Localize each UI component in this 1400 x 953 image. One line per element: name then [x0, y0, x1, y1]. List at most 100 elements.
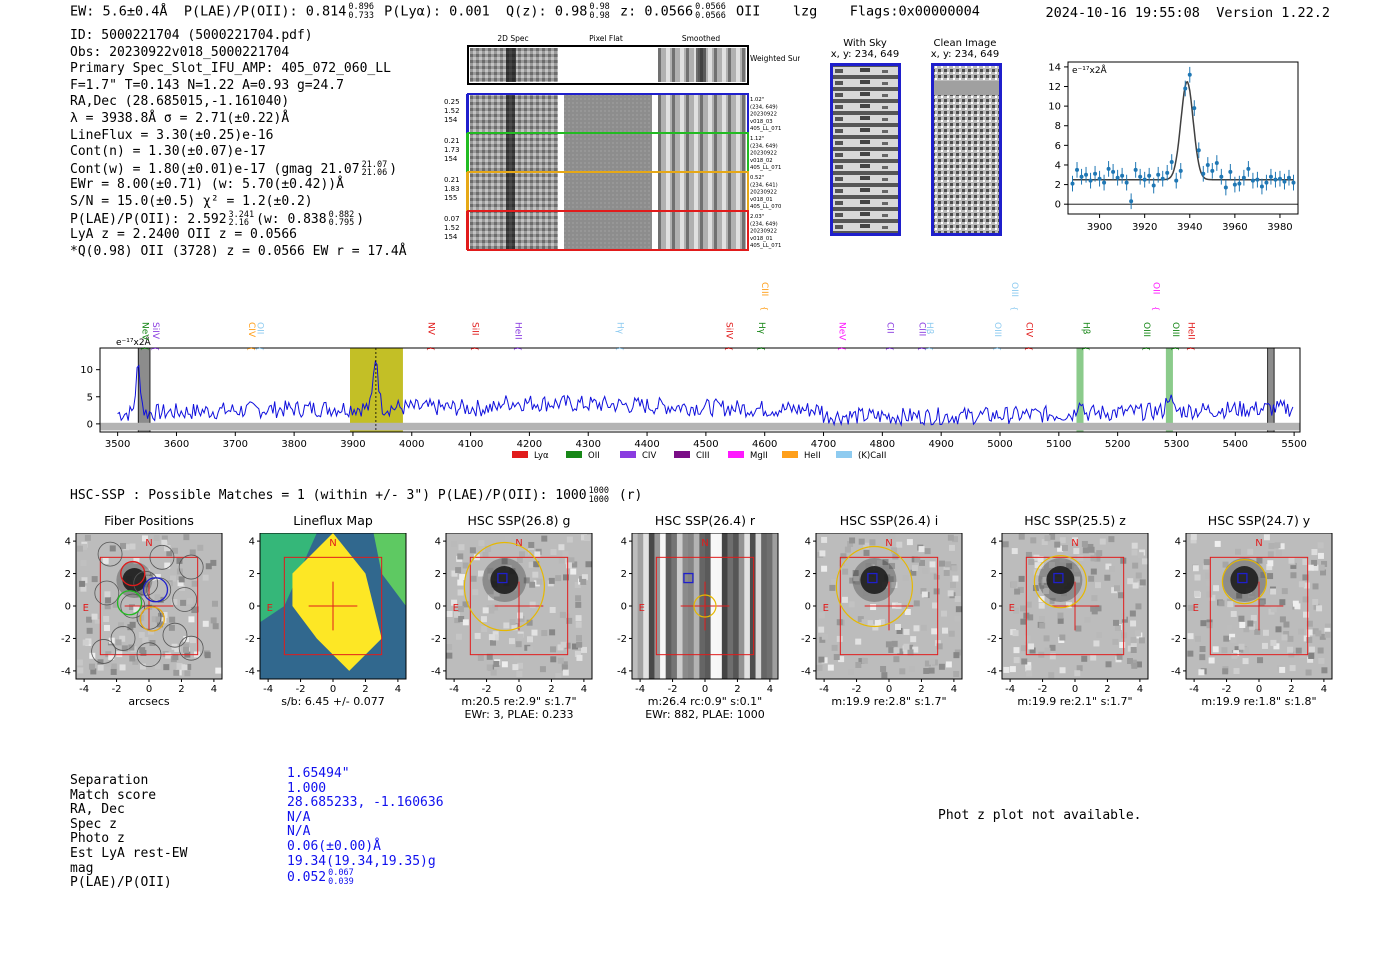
- panel-noise: [531, 629, 538, 636]
- panel-noise: [519, 551, 526, 558]
- panel-noise: [584, 535, 591, 542]
- panel-noise: [1038, 615, 1045, 622]
- spec-legend-swatch: [836, 451, 852, 458]
- compass-n: N: [1255, 538, 1262, 549]
- panel-noise: [576, 654, 583, 661]
- aperture-box: [1209, 556, 1309, 656]
- panel-noise: [115, 639, 122, 646]
- panel-noise: [462, 601, 469, 608]
- panel-noise: [941, 627, 948, 634]
- info-sn: S/N = 15.0(±0.5) χ² = 1.2(±0.2): [70, 193, 313, 209]
- panel-noise: [1267, 551, 1274, 558]
- panel-noise: [458, 544, 465, 551]
- spec-xtick-label: 5400: [1223, 439, 1248, 450]
- panel-xtick-label: 2: [1104, 684, 1110, 695]
- header-timestamp: 2024-10-16 19:55:08: [1045, 5, 1200, 21]
- panel-xtick-label: 2: [362, 684, 368, 695]
- spec-xtick-label: 5300: [1164, 439, 1189, 450]
- panel-noise: [1223, 635, 1230, 642]
- panel-noise: [585, 561, 592, 568]
- hsc-match-end: (r): [618, 488, 643, 503]
- fit-data-point: [1160, 176, 1165, 181]
- panel-caption: m:26.4 rc:0.9" s:0.1": [647, 695, 763, 708]
- panel-noise: [486, 664, 493, 671]
- panel-stripe: [648, 533, 655, 679]
- panel-noise: [527, 636, 534, 643]
- hsc-match-lo: 1000: [588, 494, 610, 505]
- panel-noise: [129, 543, 136, 550]
- panel-noise: [1025, 601, 1032, 608]
- panel-xtick-label: 2: [1288, 684, 1294, 695]
- photz-message: Phot z plot not available.: [938, 808, 1142, 823]
- panel-noise: [91, 613, 98, 620]
- panel-xtick-label: 2: [178, 684, 184, 695]
- panel-noise: [1134, 630, 1141, 637]
- clean-xy: x, y: 234, 649: [930, 49, 1000, 60]
- panel-noise: [509, 619, 516, 626]
- source-halo: [852, 558, 897, 603]
- panel-stripe: [727, 533, 734, 679]
- panel-noise: [117, 622, 124, 629]
- panel-noise: [153, 535, 160, 542]
- panel-noise: [1096, 550, 1103, 557]
- panel-noise: [830, 578, 837, 585]
- match-table-label: Est LyA rest-EW: [70, 845, 188, 861]
- panel-noise: [82, 639, 89, 646]
- panel-noise: [1230, 610, 1237, 617]
- panel-noise: [471, 624, 478, 631]
- lineflux-region: [373, 533, 406, 606]
- panel-noise: [112, 601, 119, 608]
- panel-noise: [1099, 538, 1106, 545]
- panel-noise: [571, 561, 578, 568]
- panel-noise: [1039, 622, 1046, 629]
- panel-noise: [102, 557, 109, 564]
- panel-noise: [1113, 619, 1120, 626]
- panel-noise: [129, 655, 136, 662]
- panel-noise: [90, 668, 97, 675]
- aperture-ellipse: [835, 545, 914, 628]
- panel-noise: [204, 652, 211, 659]
- fit-data-point: [1138, 174, 1143, 179]
- fit-data-point: [1151, 183, 1156, 188]
- panel-noise: [504, 535, 511, 542]
- panel-noise: [1066, 563, 1073, 570]
- spec-xtick-label: 3900: [340, 439, 365, 450]
- panel-noise: [1028, 643, 1035, 650]
- panel-noise: [1267, 560, 1274, 567]
- fit-ytick-label: 10: [1048, 102, 1061, 113]
- cutout-row-stat: 1.52: [444, 224, 460, 232]
- compass-e: E: [1009, 603, 1015, 614]
- panel-noise: [943, 569, 950, 576]
- spec-line-label: HeII: [1185, 322, 1195, 340]
- panel-noise: [929, 561, 936, 568]
- fit-data-point: [1093, 171, 1098, 176]
- panel-noise: [841, 596, 848, 603]
- spec-line-label-brace: {: [470, 346, 479, 351]
- fit-data-point: [1259, 184, 1264, 189]
- detection-info: ID: 5000221704 (5000221704.pdf) Obs: 202…: [70, 28, 407, 260]
- panel-noise: [936, 568, 943, 575]
- sky-clean-images: [830, 63, 1002, 236]
- panel-noise: [1236, 592, 1243, 599]
- panel-noise: [104, 591, 111, 598]
- panel-noise: [1283, 621, 1290, 628]
- panel-noise: [918, 546, 925, 553]
- aperture-box: [655, 556, 755, 656]
- info-lya: LyA z = 2.2400 OII z = 0.0566: [70, 227, 297, 243]
- panel-noise: [1302, 596, 1309, 603]
- panel-noise: [933, 588, 940, 595]
- fit-ytick-label: 0: [1055, 200, 1061, 211]
- panel-noise: [1199, 654, 1206, 661]
- panel-noise: [885, 592, 892, 599]
- spec-line-label-brace: {: [886, 346, 895, 351]
- panel-noise: [1074, 576, 1081, 583]
- panel-noise: [1289, 665, 1296, 672]
- cutout-row-stat: 1.83: [444, 185, 460, 193]
- spec-xtick-label: 4900: [928, 439, 953, 450]
- cutout-row-meta: 405_LL_071: [750, 165, 781, 171]
- panel-noise: [492, 634, 499, 641]
- panel-noise: [1270, 639, 1277, 646]
- panel-noise: [897, 648, 904, 655]
